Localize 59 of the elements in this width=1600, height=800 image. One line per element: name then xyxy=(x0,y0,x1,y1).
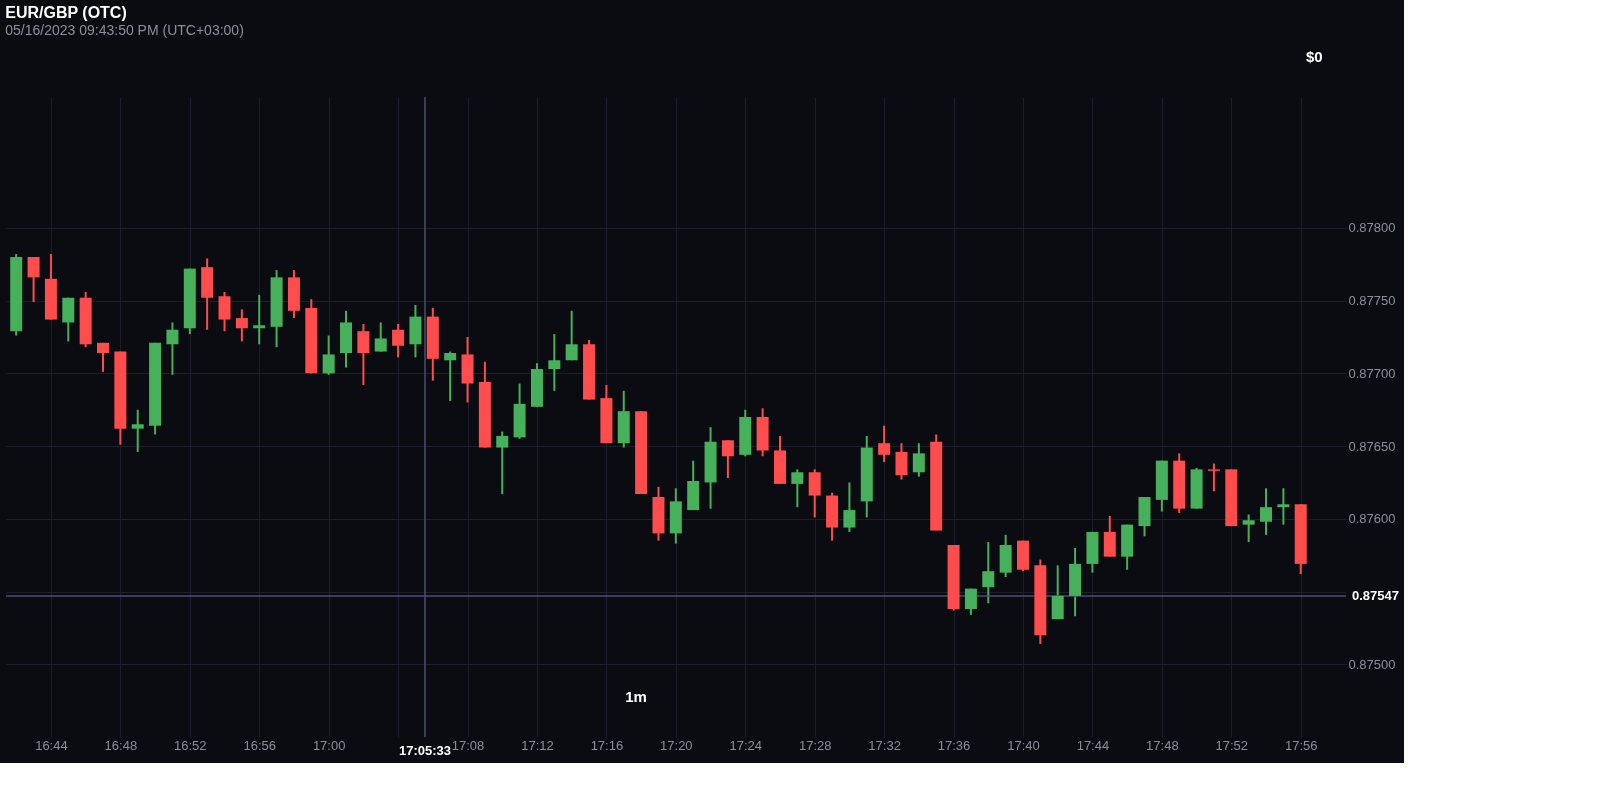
candlestick xyxy=(496,430,509,496)
candlestick xyxy=(444,350,457,402)
candlestick xyxy=(548,333,561,392)
ref-line-label: 17:05:33 xyxy=(398,743,452,758)
chart-subtitle: 05/16/2023 09:43:50 PM (UTC+03:00) xyxy=(5,22,244,38)
candlestick xyxy=(235,308,248,343)
annotation: 1m xyxy=(625,688,647,705)
x-tick-label: 17:44 xyxy=(1076,737,1110,753)
candlestick xyxy=(131,408,144,453)
x-tick-label: 17:12 xyxy=(521,737,554,753)
candlestick xyxy=(97,341,109,373)
y-tick-label: 0.87650 xyxy=(1348,438,1396,454)
x-tick-label: 17:52 xyxy=(1215,737,1249,753)
x-tick-label: 17:20 xyxy=(660,737,693,753)
candlestick xyxy=(843,481,856,533)
candlestick xyxy=(322,334,335,376)
candlestick xyxy=(1277,487,1290,526)
candlestick xyxy=(912,442,925,478)
y-tick-label: 0.87500 xyxy=(1348,656,1396,672)
x-tick-label: 17:16 xyxy=(590,737,624,753)
candlestick xyxy=(218,290,231,333)
candlestick xyxy=(27,256,40,304)
candlestick xyxy=(357,322,370,386)
y-tick-label: 0.87700 xyxy=(1348,365,1396,381)
x-tick-label: 17:24 xyxy=(729,737,763,753)
candlestick xyxy=(1260,487,1273,536)
candlestick xyxy=(166,321,179,376)
y-tick-label: 0.87600 xyxy=(1348,511,1396,527)
ref-line-label: 0.87547 xyxy=(1352,587,1399,603)
candlestick xyxy=(1242,513,1255,544)
x-tick-label: 16:56 xyxy=(243,737,276,753)
candlestick xyxy=(392,322,405,359)
candlestick xyxy=(374,321,387,353)
candlestick xyxy=(565,309,578,362)
x-tick-label: 17:28 xyxy=(798,737,832,753)
x-tick-label: 17:08 xyxy=(451,737,485,753)
candlestick xyxy=(878,424,891,464)
x-tick-label: 16:44 xyxy=(35,737,68,753)
x-tick-label: 17:48 xyxy=(1146,737,1179,753)
y-tick-label: 0.87750 xyxy=(1348,293,1396,309)
x-tick-label: 16:48 xyxy=(104,737,138,753)
candlestick xyxy=(721,439,734,480)
x-tick-label: 17:32 xyxy=(868,737,901,753)
candlestick xyxy=(791,468,804,509)
y-tick-label: 0.87800 xyxy=(1348,220,1396,236)
candlestick xyxy=(1207,462,1220,493)
x-tick-label: 17:40 xyxy=(1007,737,1040,753)
x-tick-label: 17:56 xyxy=(1284,737,1318,753)
chart-title: EUR/GBP (OTC) xyxy=(5,4,127,21)
candlestick xyxy=(808,468,821,519)
candlestick xyxy=(253,293,266,346)
text: $0 xyxy=(1306,48,1323,65)
candlestick xyxy=(1051,564,1064,621)
candlestick xyxy=(895,442,908,481)
x-tick-label: 17:00 xyxy=(312,737,346,753)
candlestick xyxy=(982,541,995,605)
x-tick-label: 16:52 xyxy=(174,737,207,753)
x-tick-label: 17:36 xyxy=(937,737,971,753)
candlestick xyxy=(964,587,977,616)
